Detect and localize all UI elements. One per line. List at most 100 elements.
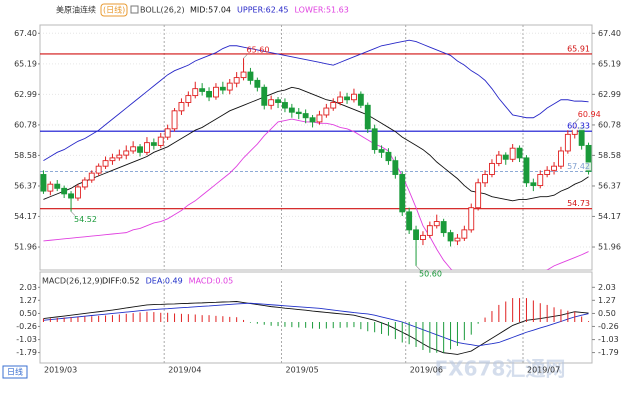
- candle-body: [551, 165, 557, 171]
- macd-panel: [39, 271, 593, 364]
- candle-body: [502, 154, 509, 160]
- candle-body: [226, 82, 233, 91]
- y-tick-label: 51.96: [14, 243, 37, 252]
- candle-body: [447, 232, 454, 242]
- candle-body: [261, 86, 268, 106]
- candle-body: [199, 88, 206, 92]
- indicator: BOLL(26,2): [140, 6, 185, 15]
- candle-body: [213, 86, 219, 98]
- candle-body: [144, 142, 150, 153]
- candle-body: [344, 96, 350, 101]
- legend-entry: DIFF:0.52: [102, 277, 140, 286]
- period: (日线): [103, 5, 125, 15]
- candle-body: [433, 221, 440, 227]
- candle-body: [157, 136, 164, 146]
- candle-body: [275, 99, 281, 103]
- y-tick-label: 67.40: [14, 29, 37, 38]
- candle-body: [523, 157, 530, 184]
- candle-body: [75, 186, 81, 199]
- candle-body: [371, 128, 378, 151]
- candle-body: [206, 90, 212, 98]
- candle-body: [88, 172, 95, 181]
- main-panel: [39, 24, 593, 271]
- candle-body: [268, 99, 275, 106]
- candle-body: [233, 77, 240, 84]
- annotation: 60.94: [578, 110, 601, 119]
- band-line: [43, 86, 589, 202]
- period-tab[interactable]: 日线: [7, 367, 23, 377]
- period-box: [100, 3, 128, 17]
- candle-body: [323, 107, 330, 116]
- candle-body: [240, 71, 247, 79]
- candle-body: [385, 151, 392, 162]
- y-tick-label: 54.17: [14, 212, 37, 221]
- candle-body: [357, 93, 364, 106]
- candle-body: [47, 183, 54, 192]
- candle-body: [454, 237, 461, 242]
- y-tick-label: -1.03: [16, 335, 37, 344]
- candle-body: [509, 147, 516, 160]
- annotation: 65.60: [247, 46, 270, 55]
- x-tick-label: 2019/07: [527, 366, 560, 375]
- candle-body: [475, 182, 482, 209]
- y2-tick-label: 1.27: [598, 296, 616, 305]
- y2-tick-label: 65.19: [598, 59, 621, 68]
- candle-body: [426, 225, 433, 236]
- candle-body: [68, 193, 74, 199]
- x-tick-label: 2019/04: [168, 366, 201, 375]
- y2-tick-label: 58.58: [598, 151, 621, 160]
- y2-tick-label: 2.03: [598, 283, 616, 292]
- candle-body: [440, 221, 447, 234]
- candle-body: [116, 154, 123, 159]
- macd-line: [43, 302, 589, 347]
- y2-tick-label: -1.03: [598, 335, 619, 344]
- candle-body: [378, 149, 385, 153]
- x-tick-label: 2019/05: [286, 366, 319, 375]
- candle-body: [337, 96, 344, 103]
- candle-body: [516, 147, 523, 159]
- annotation-pointer: [243, 54, 248, 59]
- candle-body: [364, 104, 371, 130]
- candle-body: [461, 229, 468, 239]
- candle-body: [489, 162, 495, 175]
- candle-body: [150, 142, 157, 146]
- y-tick-label: 58.58: [14, 151, 37, 160]
- y-tick-label: -1.79: [16, 348, 37, 357]
- annotation: 50.60: [419, 269, 442, 278]
- period-tab-box[interactable]: [2, 365, 28, 379]
- candle-body: [564, 133, 571, 152]
- candle-body: [123, 150, 130, 156]
- legend-entry: LOWER:51.63: [295, 6, 349, 15]
- macd-line: [43, 301, 589, 355]
- level-label: 65.91: [567, 44, 590, 53]
- y2-tick-label: 67.40: [598, 29, 621, 38]
- y2-tick-label: 54.17: [598, 212, 621, 221]
- legend-entry: UPPER:62.45: [237, 6, 288, 15]
- watermark: FX678汇通网: [435, 357, 566, 381]
- candle-body: [302, 113, 309, 119]
- candle-body: [413, 229, 419, 240]
- candle-body: [392, 160, 399, 175]
- candle-body: [495, 154, 502, 164]
- candle-body: [530, 182, 537, 187]
- level-label: 60.33: [567, 122, 590, 131]
- level-label: 54.73: [567, 199, 590, 208]
- x-tick-label: 2019/03: [44, 366, 77, 375]
- band-line: [43, 118, 589, 270]
- candle-body: [164, 128, 171, 138]
- legend-entry: MACD:0.05: [189, 277, 234, 286]
- candle-body: [61, 187, 68, 195]
- candle-body: [247, 71, 254, 81]
- legend-entry: DEA:0.49: [146, 277, 183, 286]
- x-tick-label: 2019/06: [410, 366, 443, 375]
- candle-body: [192, 88, 199, 97]
- candle-body: [81, 179, 88, 188]
- y2-tick-label: -0.26: [598, 322, 619, 331]
- y2-tick-label: -1.79: [598, 348, 619, 357]
- candle-body: [130, 146, 137, 152]
- candle-body: [137, 146, 143, 153]
- candle-body: [295, 111, 302, 115]
- candle-body: [95, 165, 102, 174]
- candle-body: [544, 169, 551, 175]
- candle-body: [316, 114, 323, 123]
